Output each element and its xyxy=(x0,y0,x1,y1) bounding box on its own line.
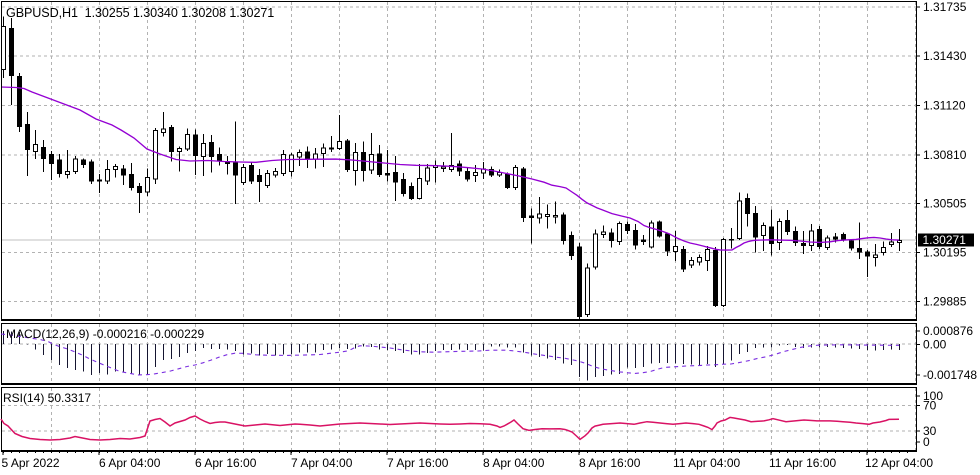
svg-text:6 Apr 04:00: 6 Apr 04:00 xyxy=(99,456,161,470)
svg-text:5 Apr 2022: 5 Apr 2022 xyxy=(2,456,60,470)
svg-text:8 Apr 16:00: 8 Apr 16:00 xyxy=(579,456,641,470)
svg-text:12 Apr 04:00: 12 Apr 04:00 xyxy=(865,456,933,470)
svg-text:1.30195: 1.30195 xyxy=(923,246,967,260)
svg-text:70: 70 xyxy=(923,399,937,413)
svg-text:RSI(14) 50.3317: RSI(14) 50.3317 xyxy=(3,391,91,405)
svg-text:0.00: 0.00 xyxy=(923,338,947,352)
svg-text:1.31735: 1.31735 xyxy=(923,0,967,14)
svg-text:100: 100 xyxy=(923,389,943,403)
svg-text:GBPUSD,H1 1.30255 1.30340 1.3: GBPUSD,H1 1.30255 1.30340 1.30208 1.3027… xyxy=(6,6,274,20)
svg-text:1.30505: 1.30505 xyxy=(923,197,967,211)
svg-text:1.31430: 1.31430 xyxy=(923,49,967,63)
svg-text:1.31120: 1.31120 xyxy=(923,99,966,113)
svg-text:-0.001748: -0.001748 xyxy=(923,368,977,382)
svg-text:7 Apr 04:00: 7 Apr 04:00 xyxy=(291,456,353,470)
svg-text:11 Apr 04:00: 11 Apr 04:00 xyxy=(673,456,740,470)
svg-text:8 Apr 04:00: 8 Apr 04:00 xyxy=(483,456,545,470)
svg-text:1.30271: 1.30271 xyxy=(923,233,967,247)
svg-text:0: 0 xyxy=(923,435,930,449)
svg-text:30: 30 xyxy=(923,424,937,438)
svg-text:MACD(12,26,9) -0.000216 -0.000: MACD(12,26,9) -0.000216 -0.000229 xyxy=(6,327,204,341)
svg-text:0.000876: 0.000876 xyxy=(923,324,973,338)
svg-text:1.30810: 1.30810 xyxy=(923,148,967,162)
svg-text:11 Apr 16:00: 11 Apr 16:00 xyxy=(769,456,836,470)
svg-text:6 Apr 16:00: 6 Apr 16:00 xyxy=(195,456,257,470)
svg-text:1.29885: 1.29885 xyxy=(923,295,967,309)
svg-text:7 Apr 16:00: 7 Apr 16:00 xyxy=(387,456,449,470)
